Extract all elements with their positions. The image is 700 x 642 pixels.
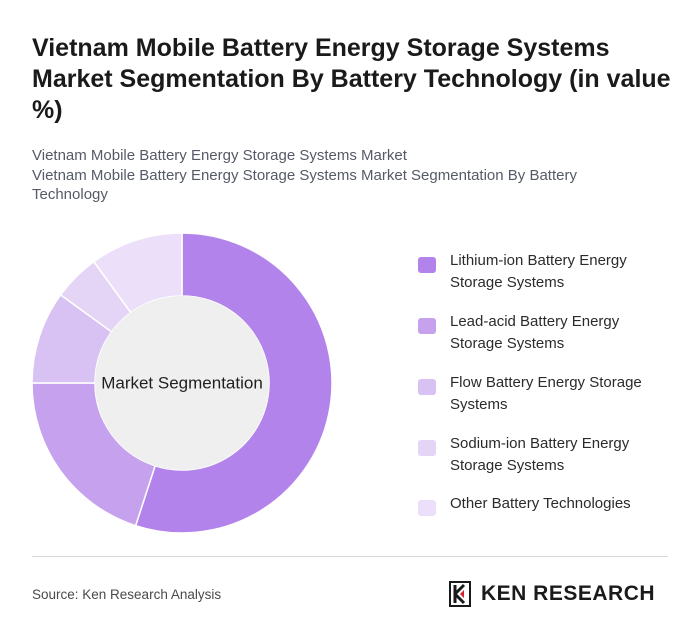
donut-slices (31, 232, 333, 534)
legend-swatch (418, 257, 436, 273)
chart-subtitle: Vietnam Mobile Battery Energy Storage Sy… (32, 146, 632, 205)
slice-lithium-ion (134, 232, 333, 534)
legend-label: Lead-acid Battery Energy Storage Systems (450, 313, 620, 352)
legend-label: Sodium-ion Battery Energy Storage System… (450, 435, 630, 474)
legend-label: Flow Battery Energy Storage Systems (450, 374, 642, 413)
legend-label: Lithium-ion Battery Energy Storage Syste… (450, 252, 627, 291)
ken-research-logo-icon (449, 581, 471, 607)
footer-divider (32, 556, 668, 557)
logo-wordmark: KEN RESEARCH (481, 582, 656, 605)
donut-chart: Market Segmentation (31, 232, 333, 534)
donut-center (95, 296, 269, 470)
legend-swatch (418, 440, 436, 456)
source-note: Source: Ken Research Analysis (32, 587, 222, 602)
subtitle-line-1: Vietnam Mobile Battery Energy Storage Sy… (32, 147, 407, 164)
donut-center-label: Market Segmentation (101, 374, 263, 393)
legend-swatch (418, 500, 436, 516)
legend-swatch (418, 318, 436, 334)
legend-label: Other Battery Technologies (450, 495, 631, 512)
subtitle-line-2: Vietnam Mobile Battery Energy Storage Sy… (32, 166, 577, 204)
chart-title: Vietnam Mobile Battery Energy Storage Sy… (32, 34, 671, 124)
legend-swatch (418, 379, 436, 395)
